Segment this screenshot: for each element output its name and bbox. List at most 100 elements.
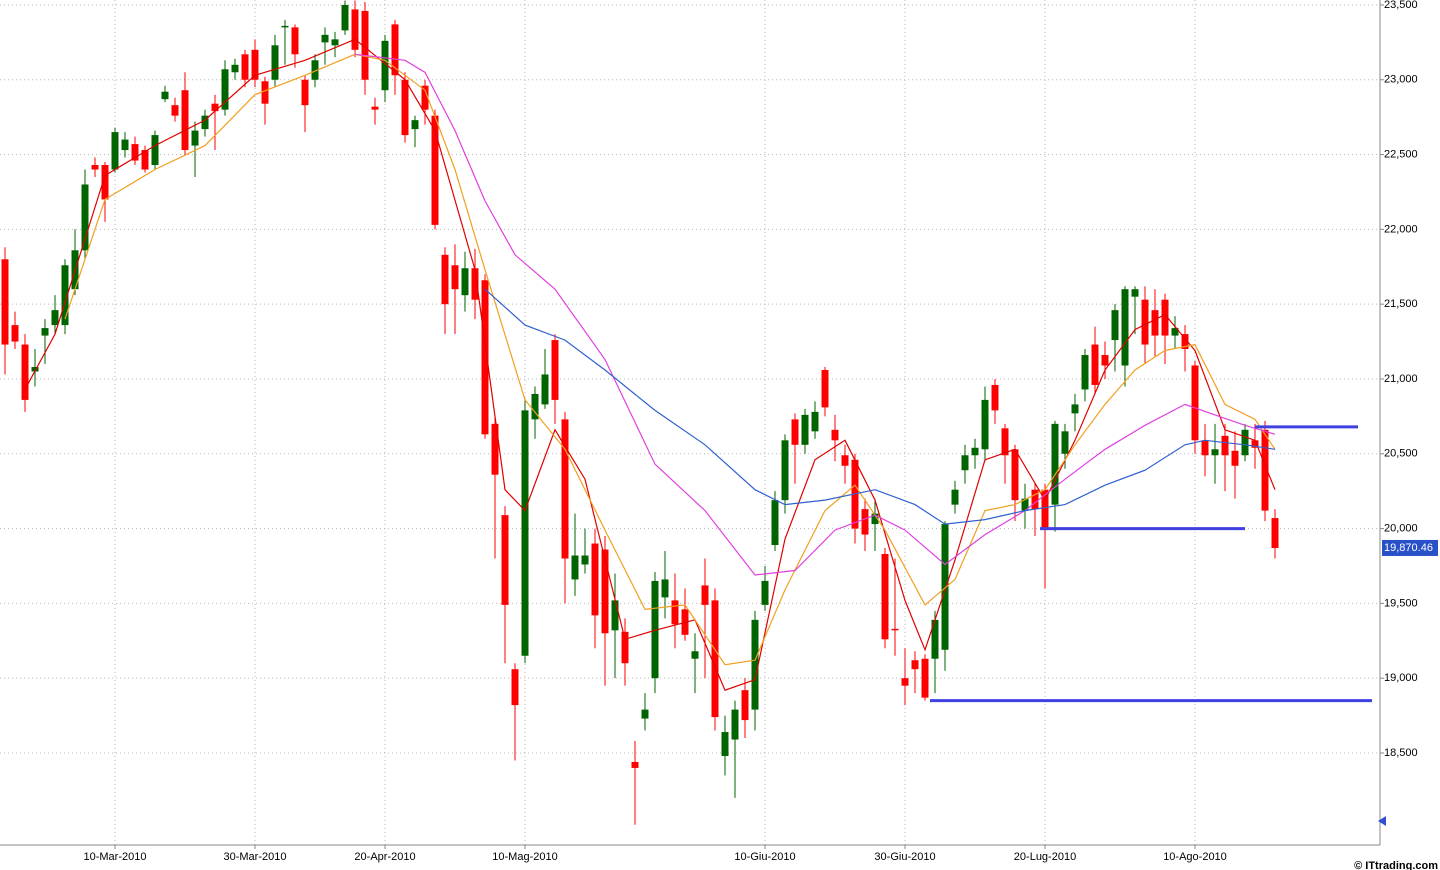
source: © ITtrading.com: [1354, 860, 1438, 870]
candle-body: [361, 10, 369, 80]
candle-body: [831, 429, 839, 441]
candle-body: [321, 34, 329, 43]
candle-body: [701, 585, 709, 605]
candle-body: [741, 690, 749, 721]
candle-body: [1051, 423, 1059, 505]
candle-body: [1221, 435, 1229, 456]
candle-body: [131, 144, 139, 161]
axis-marker: [1378, 816, 1386, 826]
candle-body: [1171, 328, 1179, 336]
x-tick-label: 10-Giu-2010: [734, 851, 795, 863]
candle-body: [721, 732, 729, 756]
candle-body: [1251, 440, 1259, 448]
y-tick-label: 22,500: [1384, 148, 1418, 160]
candle-body: [511, 669, 519, 706]
candle-body: [441, 254, 449, 305]
candle-body: [1181, 334, 1189, 350]
candle-body: [391, 24, 399, 76]
candle-body: [141, 150, 149, 170]
candle-body: [621, 631, 629, 664]
candle-body: [301, 79, 309, 106]
candle-body: [91, 165, 99, 170]
candle-body: [421, 85, 429, 110]
candle-body: [981, 399, 989, 450]
candle-body: [81, 184, 89, 251]
candle-body: [581, 555, 589, 565]
candle-body: [281, 25, 289, 28]
candle-body: [731, 709, 739, 740]
candle-body: [451, 265, 459, 290]
candle-body: [271, 45, 279, 80]
candle-body: [801, 414, 809, 445]
candle-body: [1141, 299, 1149, 345]
candle-body: [941, 524, 949, 650]
x-tick-label: 30-Giu-2010: [874, 851, 935, 863]
y-tick-label: 21,000: [1384, 373, 1418, 385]
candle-body: [251, 49, 259, 80]
candle-body: [31, 366, 39, 372]
candle-body: [51, 310, 59, 326]
candle-body: [1001, 428, 1009, 456]
y-tick-label: 21,500: [1384, 298, 1418, 310]
y-tick-label: 18,500: [1384, 747, 1418, 759]
candle-body: [471, 268, 479, 300]
candle-body: [1191, 365, 1199, 441]
candle-body: [1, 259, 9, 345]
candle-body: [771, 500, 779, 546]
candle-body: [351, 9, 359, 50]
candle-body: [1061, 431, 1069, 454]
candle-body: [881, 554, 889, 640]
candle-body: [1211, 449, 1219, 456]
x-tick-label: 10-Mar-2010: [84, 851, 147, 863]
y-tick-label: 22,000: [1384, 223, 1418, 235]
candle-body: [661, 579, 669, 598]
candle-body: [101, 165, 109, 200]
candle-body: [501, 515, 509, 605]
candle-body: [1071, 404, 1079, 414]
candle-body: [521, 410, 529, 656]
candle-body: [671, 600, 679, 625]
candle-body: [371, 106, 379, 110]
y-tick-label: 20,500: [1384, 448, 1418, 460]
moving-average: [354, 53, 1276, 576]
x-tick-label: 20-Lug-2010: [1014, 851, 1076, 863]
moving-average: [484, 288, 1276, 525]
x-tick-label: 30-Mar-2010: [224, 851, 287, 863]
candle-body: [931, 619, 939, 659]
candle-body: [961, 455, 969, 471]
x-tick-label: 10-Ago-2010: [1163, 851, 1227, 863]
candle-body: [151, 135, 159, 166]
candle-body: [551, 340, 559, 400]
candle-body: [221, 69, 229, 110]
candle-body: [201, 115, 209, 130]
x-tick-label: 10-Mag-2010: [492, 851, 557, 863]
candle-body: [641, 709, 649, 719]
candle-body: [871, 513, 879, 525]
last-price-box: [1382, 539, 1438, 556]
candle-body: [401, 79, 409, 136]
candle-body: [41, 328, 49, 336]
candle-body: [821, 369, 829, 408]
candle-body: [1201, 440, 1209, 456]
candle-body: [1101, 355, 1109, 366]
candle-body: [411, 120, 419, 130]
candle-body: [1261, 429, 1269, 511]
candle-body: [1111, 310, 1119, 341]
candle-body: [971, 447, 979, 456]
candle-body: [231, 64, 239, 73]
candle-body: [491, 423, 499, 475]
candle-body: [561, 419, 569, 559]
candle-body: [21, 344, 29, 400]
candle-body: [781, 440, 789, 501]
candle-body: [751, 619, 759, 710]
candle-body: [291, 27, 299, 55]
y-tick-label: 19,000: [1384, 672, 1418, 684]
candle-body: [791, 419, 799, 445]
y-tick-label: 23,000: [1384, 74, 1418, 86]
y-tick-label: 23,500: [1384, 0, 1418, 11]
candle-body: [711, 600, 719, 718]
candle-body: [761, 580, 769, 605]
candle-body: [431, 115, 439, 225]
